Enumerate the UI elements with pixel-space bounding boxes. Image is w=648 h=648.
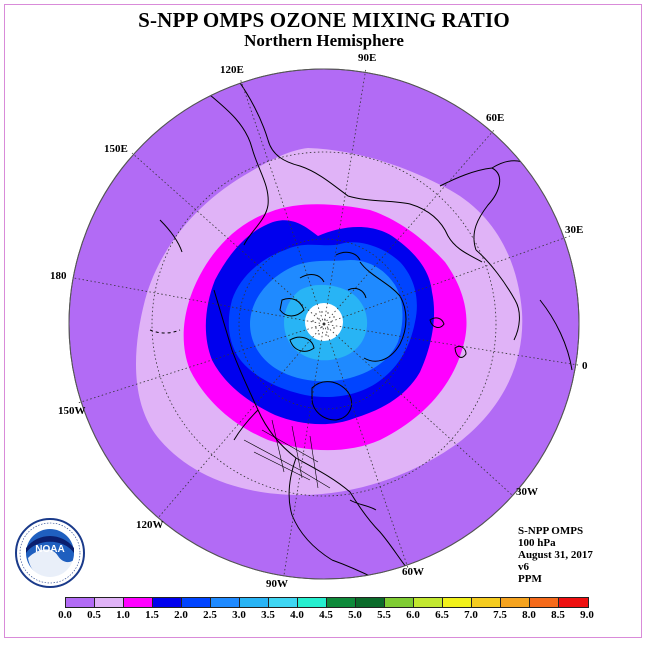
map-title: S-NPP OMPS OZONE MIXING RATIO [138, 8, 510, 32]
colorbar-swatch [559, 598, 588, 607]
colorbar-tick-label: 7.5 [493, 609, 507, 621]
lon-label-150e: 150E [104, 143, 128, 155]
colorbar-swatch [269, 598, 298, 607]
colorbar-swatch [385, 598, 414, 607]
colorbar-tick-label: 2.5 [203, 609, 217, 621]
colorbar-swatch [211, 598, 240, 607]
info-instrument: S-NPP OMPS [518, 525, 584, 537]
colorbar-tick-label: 0.5 [87, 609, 101, 621]
info-date: August 31, 2017 [518, 549, 593, 561]
colorbar-swatch [472, 598, 501, 607]
lon-label-90w: 90W [266, 578, 288, 590]
lon-label-180: 180 [50, 270, 67, 282]
colorbar-tick-label: 2.0 [174, 609, 188, 621]
colorbar [65, 597, 589, 608]
colorbar-swatch [327, 598, 356, 607]
lon-label-120w: 120W [136, 519, 164, 531]
colorbar-tick-label: 1.0 [116, 609, 130, 621]
colorbar-tick-label: 6.5 [435, 609, 449, 621]
colorbar-tick-label: 1.5 [145, 609, 159, 621]
colorbar-tick-label: 5.5 [377, 609, 391, 621]
page-frame [4, 4, 642, 638]
info-level: 100 hPa [518, 537, 556, 549]
colorbar-swatch [66, 598, 95, 607]
colorbar-swatch [501, 598, 530, 607]
state-boundaries [243, 419, 331, 489]
colorbar-tick-label: 3.0 [232, 609, 246, 621]
lon-label-150w: 150W [58, 405, 86, 417]
lon-label-30w: 30W [516, 486, 538, 498]
lon-label-0: 0 [582, 360, 588, 372]
colorbar-tick-label: 4.5 [319, 609, 333, 621]
globe-outline [68, 68, 580, 580]
lon-label-60e: 60E [486, 112, 504, 124]
colorbar-tick-labels: 0.0 0.5 1.0 1.5 2.0 2.5 3.0 3.5 4.0 4.5 5.0 5.5 6.0 6… [52, 609, 612, 623]
colorbar-swatch [153, 598, 182, 607]
lon-label-60w: 60W [402, 566, 424, 578]
colorbar-tick-label: 0.0 [58, 609, 72, 621]
colorbar-swatch [530, 598, 559, 607]
colorbar-swatch [240, 598, 269, 607]
polar-night-hole [305, 303, 343, 341]
colorbar-tick-label: 8.0 [522, 609, 536, 621]
info-units: PPM [518, 573, 542, 585]
colorbar-tick-label: 9.0 [580, 609, 594, 621]
polar-hole-stipple [312, 311, 335, 336]
colorbar-tick-label: 3.5 [261, 609, 275, 621]
colorbar-tick-label: 7.0 [464, 609, 478, 621]
colorbar-tick-label: 4.0 [290, 609, 304, 621]
info-version: v6 [518, 561, 529, 573]
colorbar-swatch [443, 598, 472, 607]
colorbar-swatch [182, 598, 211, 607]
noaa-logo: NOAA [15, 518, 85, 588]
map-subtitle: Northern Hemisphere [244, 31, 404, 50]
coastlines [149, 71, 573, 579]
info-block: S-NPP OMPS 100 hPa August 31, 2017 v6 PP… [518, 525, 593, 585]
noaa-logo-text: NOAA [35, 544, 64, 555]
graticule [73, 67, 579, 576]
lon-label-120e: 120E [220, 64, 244, 76]
colorbar-swatch [414, 598, 443, 607]
lon-label-30e: 30E [565, 224, 583, 236]
colorbar-tick-label: 8.5 [551, 609, 565, 621]
colorbar-swatch [95, 598, 124, 607]
colorbar-swatch [356, 598, 385, 607]
colorbar-swatch [298, 598, 327, 607]
colorbar-tick-label: 6.0 [406, 609, 420, 621]
lon-label-90e: 90E [358, 52, 376, 64]
colorbar-swatch [124, 598, 153, 607]
colorbar-tick-label: 5.0 [348, 609, 362, 621]
